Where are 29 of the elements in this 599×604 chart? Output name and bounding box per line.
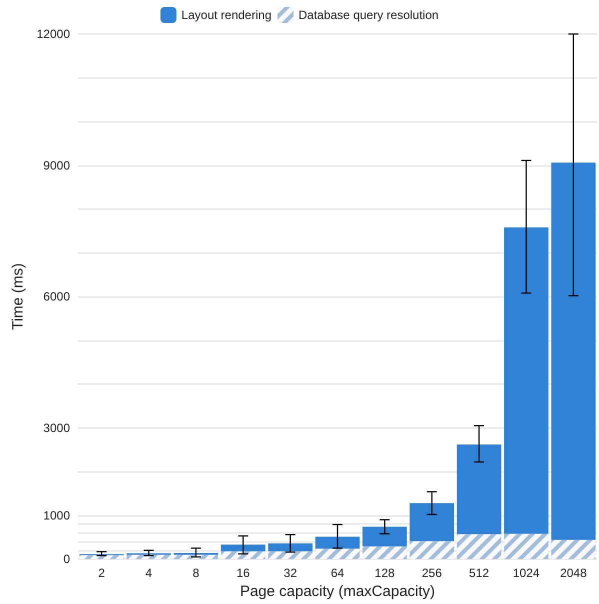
bar xyxy=(315,536,360,549)
x-axis-title: Page capacity (maxCapacity) xyxy=(240,583,436,600)
y-axis-title: Time (ms) xyxy=(10,263,27,330)
y-tick-label: 1000 xyxy=(43,508,70,522)
bar xyxy=(268,543,312,552)
legend-label: Layout rendering xyxy=(181,8,272,22)
bar xyxy=(504,227,548,534)
y-tick-label: 6000 xyxy=(43,290,70,304)
x-tick-label: 2 xyxy=(98,566,106,580)
bar xyxy=(410,503,454,542)
y-tick-label: 12000 xyxy=(36,27,70,41)
x-tick-label: 4 xyxy=(145,566,152,580)
bar xyxy=(220,544,266,552)
x-tick-label: 32 xyxy=(284,566,298,580)
x-tick-label: 1024 xyxy=(512,566,540,580)
y-tick-label: 9000 xyxy=(43,158,70,172)
x-tick-label: 64 xyxy=(330,566,344,580)
bar xyxy=(362,526,407,546)
bar xyxy=(551,162,596,540)
legend-label: Database query resolution xyxy=(298,8,439,22)
x-tick-label: 512 xyxy=(469,566,490,580)
x-tick-label: 128 xyxy=(374,566,396,580)
x-tick-label: 256 xyxy=(422,566,442,580)
y-tick-label: 0 xyxy=(63,552,70,566)
x-tick-label: 2048 xyxy=(560,566,588,580)
bar xyxy=(456,444,502,534)
x-tick-label: 8 xyxy=(192,566,200,580)
x-tick-label: 16 xyxy=(236,566,250,580)
y-tick-label: 3000 xyxy=(43,420,70,435)
